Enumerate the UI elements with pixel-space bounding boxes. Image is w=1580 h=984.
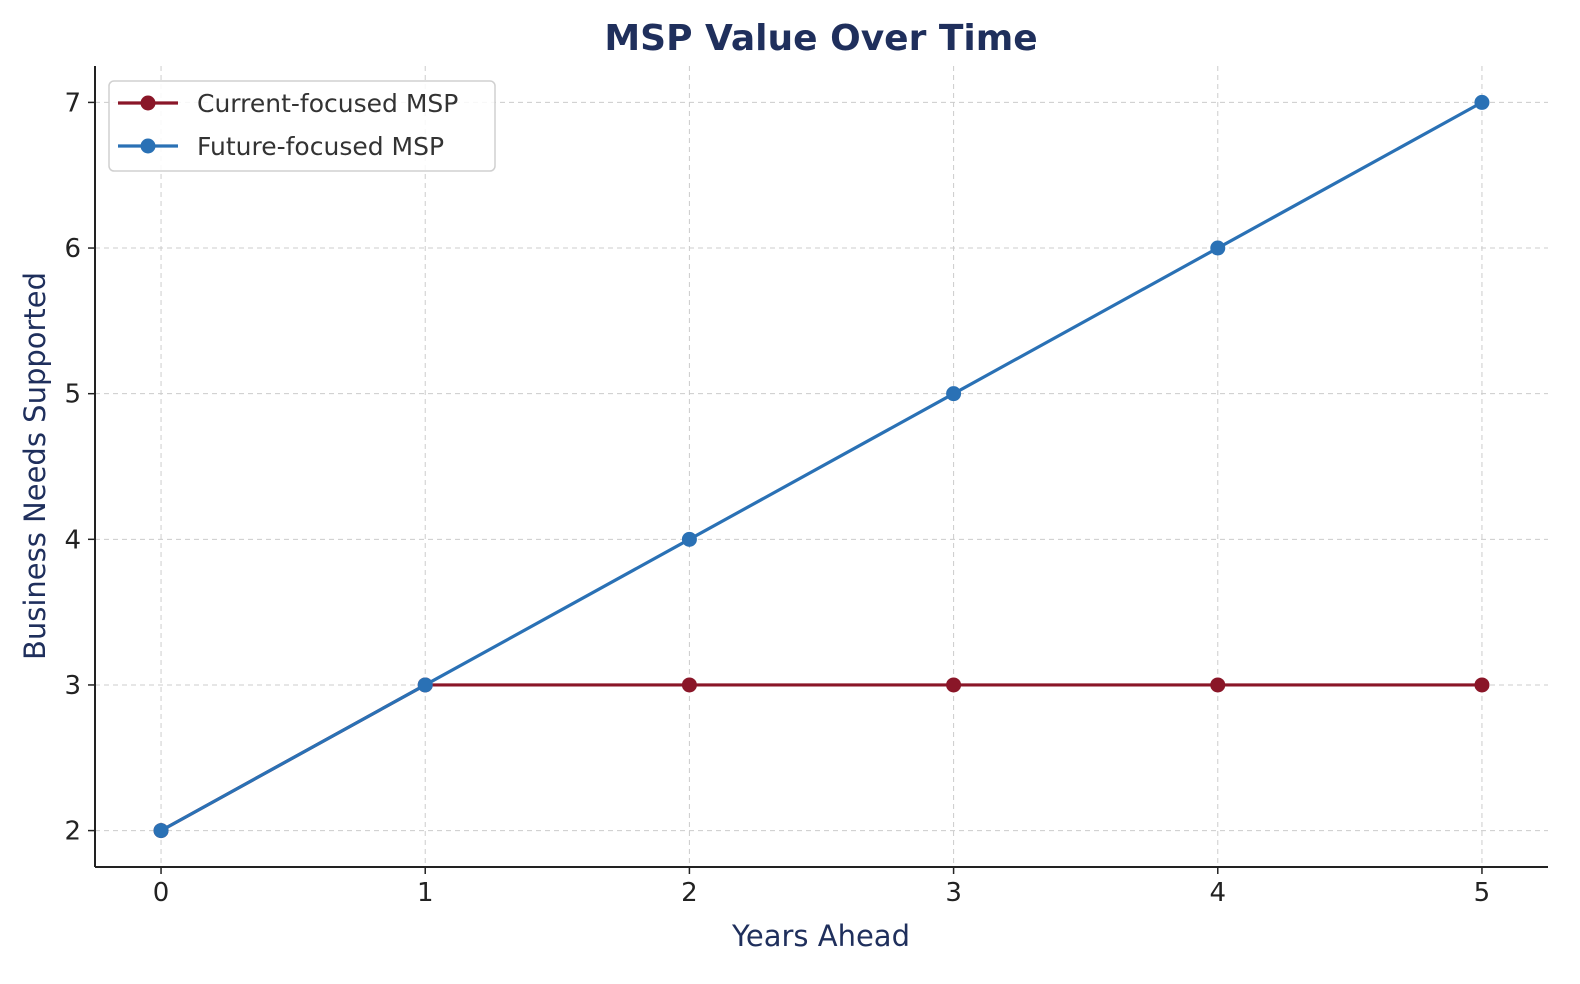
data-point	[681, 677, 697, 693]
axes	[88, 66, 1548, 874]
data-point	[417, 677, 433, 693]
y-tick-label: 3	[64, 671, 81, 701]
data-point	[153, 823, 169, 839]
x-tick-label: 0	[153, 878, 170, 908]
series-line-2	[160, 101, 1483, 832]
legend-label: Future-focused MSP	[197, 132, 444, 161]
series-group	[153, 94, 1490, 839]
data-point	[681, 531, 697, 547]
legend: Current-focused MSP Future-focused MSP	[108, 80, 496, 172]
y-tick-label: 5	[64, 380, 81, 410]
y-tick-label: 7	[64, 88, 81, 118]
data-point	[1210, 240, 1226, 256]
data-point	[1474, 677, 1490, 693]
chart-title: MSP Value Over Time	[604, 18, 1037, 59]
x-tick-label: 4	[1209, 878, 1226, 908]
legend-label: Current-focused MSP	[197, 89, 458, 118]
x-tick-label: 3	[945, 878, 962, 908]
series-line-1	[160, 683, 1482, 832]
tick-labels: 0 1 2 3 4 5 2 3 4 5 6 7	[64, 88, 1490, 908]
legend-marker	[140, 95, 156, 111]
data-point	[1210, 677, 1226, 693]
x-axis-label: Years Ahead	[731, 919, 910, 953]
y-tick-label: 4	[64, 525, 81, 555]
data-point	[946, 386, 962, 402]
data-point	[946, 677, 962, 693]
x-tick-label: 1	[417, 878, 434, 908]
legend-marker	[140, 138, 156, 154]
x-tick-label: 2	[681, 878, 698, 908]
data-point	[1474, 94, 1490, 110]
legend-box	[108, 80, 496, 172]
y-tick-label: 6	[64, 234, 81, 264]
y-tick-label: 2	[64, 817, 81, 847]
x-tick-label: 5	[1474, 878, 1491, 908]
y-axis-label: Business Needs Supported	[18, 272, 52, 660]
